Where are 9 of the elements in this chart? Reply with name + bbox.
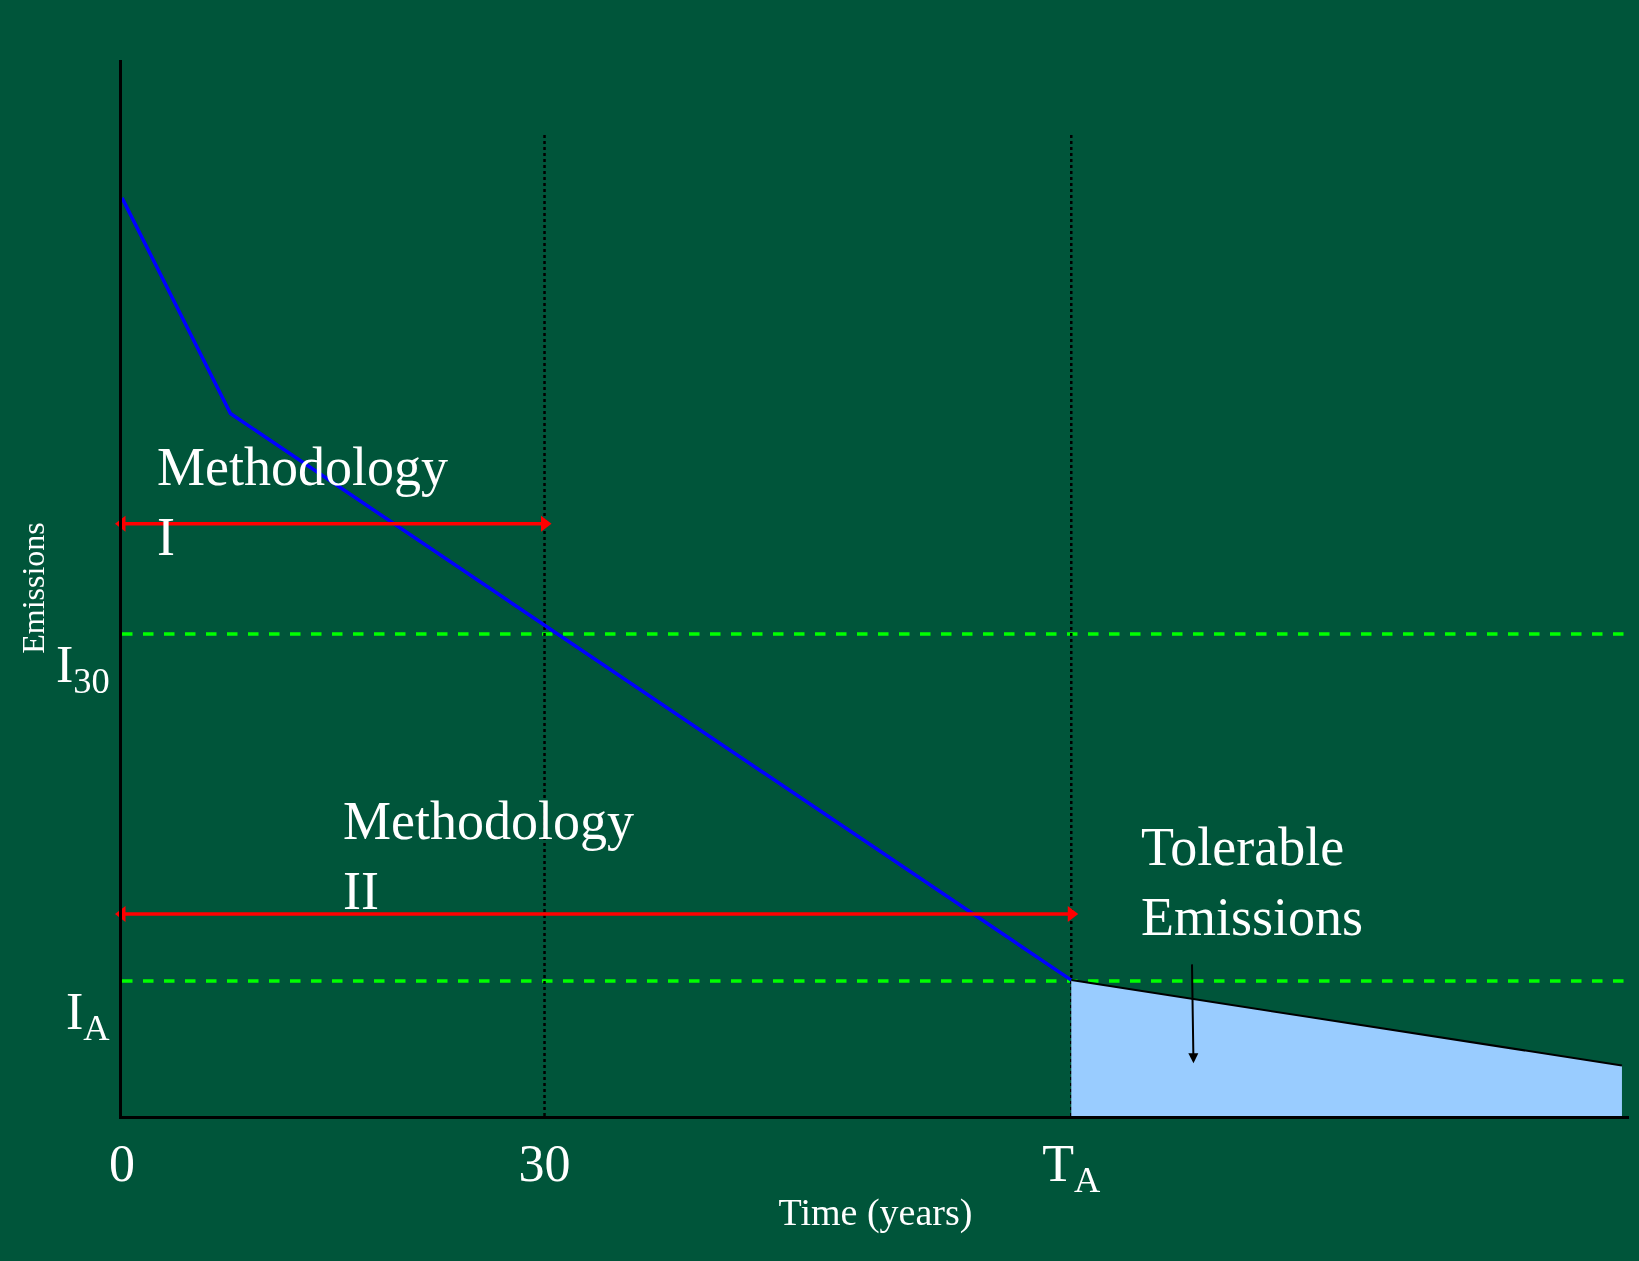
y-axis-title: Emissions (15, 522, 52, 654)
x-axis-title: Time (years) (778, 1191, 973, 1235)
annotation: Methodology II (343, 791, 634, 922)
annotation: Tolerable Emissions (1141, 817, 1364, 948)
x-tick-label: 0 (109, 1135, 135, 1193)
x-tick-label: 30 (518, 1135, 571, 1193)
x-tick-label: T$_{A}$ (1042, 1135, 1102, 1201)
ref-line-label: I$_{30}$ (56, 636, 110, 701)
ref-line-label: I$_{A}$ (66, 983, 111, 1048)
